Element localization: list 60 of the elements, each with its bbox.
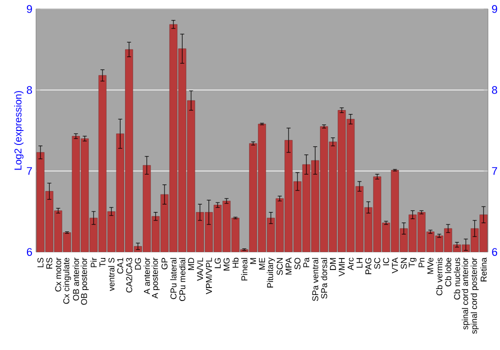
x-tick-label: ventral S bbox=[108, 258, 114, 291]
x-tick-label: VA/VL bbox=[196, 258, 204, 281]
x-tick-label: Cb vermis bbox=[436, 258, 442, 296]
y-tick-label: 9 bbox=[26, 5, 32, 13]
x-tick-label: GP bbox=[162, 258, 168, 270]
x-tick-label: MG bbox=[224, 258, 230, 270]
x-tick-label: ME bbox=[259, 258, 265, 270]
y-tick-label: 7 bbox=[26, 167, 32, 175]
x-tick-label: DG bbox=[134, 258, 141, 270]
x-tick-label: CA2/CA3 bbox=[126, 258, 132, 292]
x-tick-label: IC bbox=[383, 258, 390, 266]
x-tick-label: VMH bbox=[338, 258, 345, 276]
x-tick-label: OB posterior bbox=[80, 258, 89, 305]
x-tick-label: LH bbox=[356, 258, 362, 268]
x-tick-label: Tg bbox=[408, 258, 416, 268]
x-tick-label: PAG bbox=[365, 258, 372, 274]
x-tick-label: A anterior bbox=[144, 258, 150, 294]
y2-tick-label: 9 bbox=[492, 5, 498, 13]
x-tick-label: Cx cingulate bbox=[63, 258, 71, 304]
x-tick-label: SPa ventral bbox=[312, 258, 318, 302]
x-tick-label: VPM/VPL bbox=[206, 258, 212, 294]
x-tick-label: spinal cord posterior bbox=[470, 258, 479, 334]
x-tick-label: SN bbox=[400, 258, 407, 269]
x-tick-label: RS bbox=[46, 258, 52, 269]
x-tick-label: MPA bbox=[286, 257, 292, 275]
x-tick-label: OB anterior bbox=[72, 258, 80, 301]
x-tick-label: A posterior bbox=[152, 258, 160, 299]
x-tick-label: Tu bbox=[100, 258, 106, 267]
x-tick-label: MVe bbox=[427, 258, 434, 274]
x-tick-label: Pa bbox=[303, 257, 310, 268]
x-tick-label: CPu lateral bbox=[170, 258, 176, 300]
x-tick-label: SO bbox=[294, 258, 300, 270]
x-tick-label: Hb bbox=[232, 258, 239, 268]
x-tick-label: LS bbox=[37, 258, 44, 268]
x-tick-label: Cb lobe bbox=[444, 258, 452, 286]
x-tick-label: Cx motor bbox=[55, 258, 62, 292]
y2-tick-label: 8 bbox=[492, 86, 498, 94]
x-tick-label: VTA bbox=[392, 257, 398, 274]
x-tick-label: M bbox=[250, 258, 256, 264]
x-tick-label: Pn bbox=[418, 258, 424, 268]
x-tick-label: MD bbox=[188, 258, 194, 270]
x-tick-label: spinal cord anterior bbox=[462, 258, 470, 330]
x-tick-label: CPu medial bbox=[179, 258, 186, 301]
x-tick-label: Cb nucleus bbox=[454, 258, 460, 300]
x-tick-label: Arc bbox=[348, 258, 354, 270]
y2-tick-label: 6 bbox=[492, 248, 498, 256]
y-tick-label: 8 bbox=[26, 86, 32, 94]
y2-tick-label: 7 bbox=[492, 167, 498, 175]
x-tick-label: SCN bbox=[276, 258, 283, 276]
x-tick-label: DM bbox=[330, 258, 336, 270]
y-tick-label: 6 bbox=[26, 248, 32, 256]
x-tick-label: Pir bbox=[90, 258, 97, 268]
x-tick-label: LG bbox=[214, 258, 221, 268]
x-tick-label: Retina bbox=[480, 257, 487, 282]
x-tick-label: Pineal bbox=[241, 258, 248, 280]
y-axis-title: Log2 (expression) bbox=[14, 91, 24, 170]
x-tick-label: SPa dorsal bbox=[320, 258, 328, 299]
x-tick-label: Pituitary bbox=[266, 257, 275, 288]
x-tick-label: CA1 bbox=[117, 258, 124, 274]
x-tick-label: SC bbox=[374, 258, 380, 269]
